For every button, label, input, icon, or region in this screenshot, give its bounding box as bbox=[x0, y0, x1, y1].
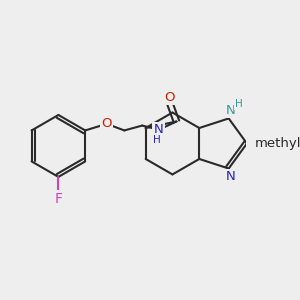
Text: N: N bbox=[226, 104, 235, 117]
Text: H: H bbox=[235, 99, 242, 109]
Text: O: O bbox=[101, 117, 112, 130]
Text: H: H bbox=[153, 135, 161, 145]
Text: F: F bbox=[54, 192, 62, 206]
Text: O: O bbox=[165, 91, 175, 103]
Text: N: N bbox=[154, 123, 164, 136]
Text: methyl: methyl bbox=[255, 137, 300, 150]
Text: N: N bbox=[226, 170, 235, 183]
